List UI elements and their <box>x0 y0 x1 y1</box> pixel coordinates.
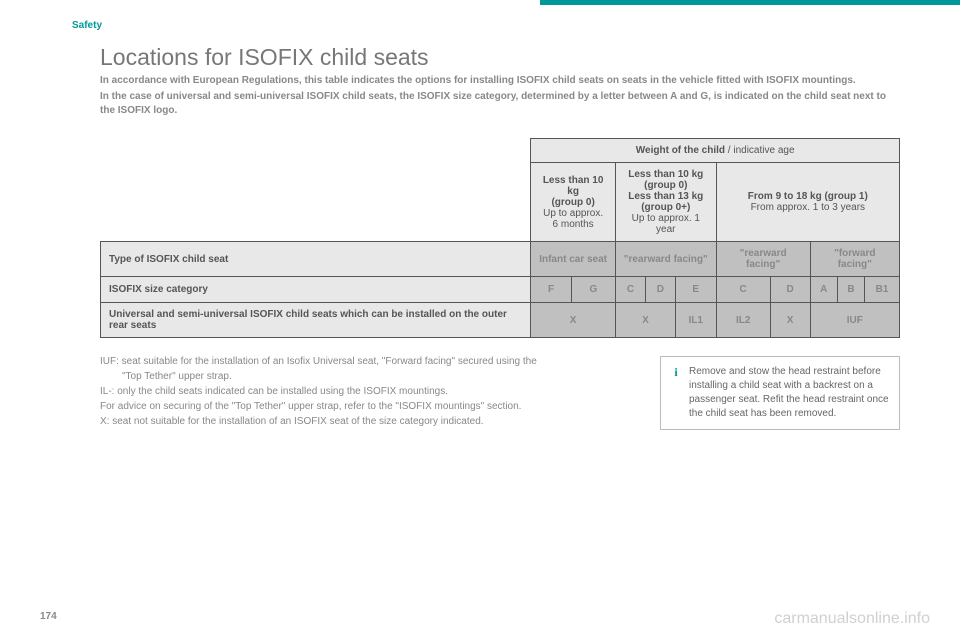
footnote-l1b: "Top Tether" upper strap. <box>100 369 630 384</box>
row1-c1: Infant car seat <box>531 242 616 277</box>
row2-c9: B <box>837 277 864 303</box>
row3-label: Universal and semi-universal ISOFIX chil… <box>101 303 531 338</box>
top-accent-bar <box>540 0 960 5</box>
row3-c2: X <box>615 303 675 338</box>
row3-c1: X <box>531 303 616 338</box>
row2-c7: D <box>770 277 810 303</box>
row2-c3: C <box>615 277 645 303</box>
row2-c8: A <box>810 277 837 303</box>
isofix-table: Weight of the child / indicative age Les… <box>100 138 900 338</box>
row1-c2: "rearward facing" <box>615 242 716 277</box>
row3-c6: IUF <box>810 303 899 338</box>
row2-c4: D <box>645 277 675 303</box>
page-content: Locations for ISOFIX child seats In acco… <box>100 44 900 430</box>
row1-label: Type of ISOFIX child seat <box>101 242 531 277</box>
footnote-l4: X: seat not suitable for the installatio… <box>100 414 630 429</box>
header-main-sub: / indicative age <box>725 145 795 156</box>
intro-text: In accordance with European Regulations,… <box>100 74 900 118</box>
footnotes: IUF: seat suitable for the installation … <box>100 354 630 429</box>
footnote-l3: For advice on securing of the "Top Tethe… <box>100 399 630 414</box>
footnote-l2: IL-: only the child seats indicated can … <box>100 384 630 399</box>
row3-c5: X <box>770 303 810 338</box>
footnote-l1: IUF: seat suitable for the installation … <box>100 354 630 369</box>
row2-c2: G <box>571 277 615 303</box>
row1-c4: "forward facing" <box>810 242 899 277</box>
watermark: carmanualsonline.info <box>774 610 930 628</box>
header-main-bold: Weight of the child <box>636 145 725 156</box>
info-icon: i <box>669 365 683 379</box>
intro-p1: In accordance with European Regulations,… <box>100 74 900 88</box>
table-header-main: Weight of the child / indicative age <box>531 139 900 163</box>
col1-header: Less than 10 kg (group 0) Up to approx. … <box>531 163 616 242</box>
page-number: 174 <box>40 611 57 622</box>
row1-c3: "rearward facing" <box>716 242 810 277</box>
page-title: Locations for ISOFIX child seats <box>100 44 900 71</box>
info-box: i Remove and stow the head restraint bef… <box>660 356 900 430</box>
row2-label: ISOFIX size category <box>101 277 531 303</box>
row3-c3: IL1 <box>675 303 716 338</box>
col2-header: Less than 10 kg (group 0) Less than 13 k… <box>615 163 716 242</box>
row2-c1: F <box>531 277 572 303</box>
section-label: Safety <box>72 20 102 31</box>
row2-c6: C <box>716 277 770 303</box>
row2-c5: E <box>675 277 716 303</box>
info-text: Remove and stow the head restraint befor… <box>689 366 889 419</box>
row3-c4: IL2 <box>716 303 770 338</box>
intro-p2: In the case of universal and semi-univer… <box>100 90 900 118</box>
bottom-area: IUF: seat suitable for the installation … <box>100 354 900 430</box>
row2-c10: B1 <box>865 277 900 303</box>
col3-header: From 9 to 18 kg (group 1) From approx. 1… <box>716 163 899 242</box>
